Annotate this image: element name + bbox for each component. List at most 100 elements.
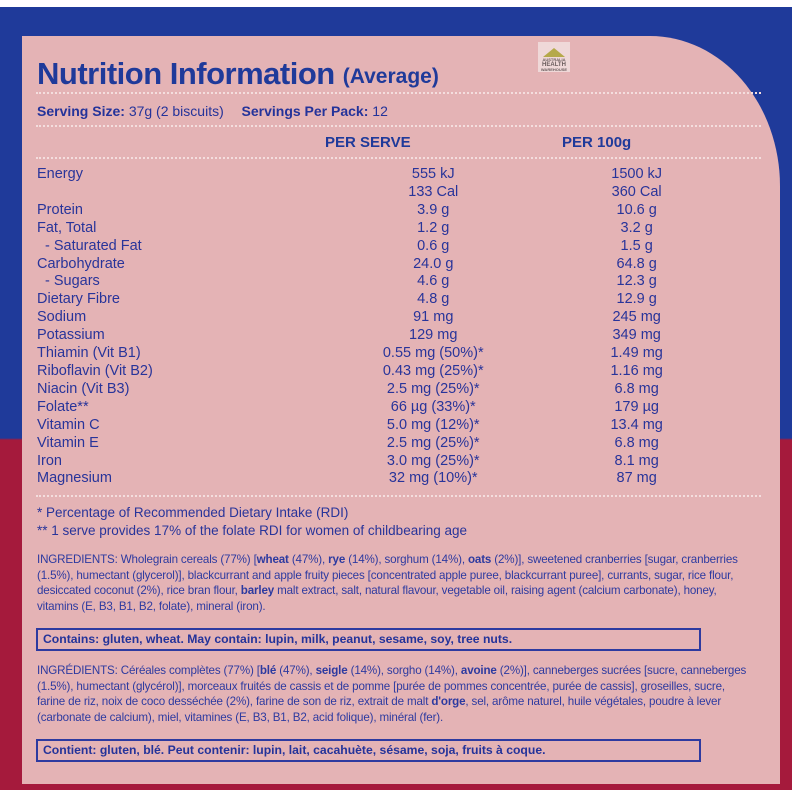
page-title: Nutrition Information [37, 56, 335, 91]
allergen-statement-english: Contains: gluten, wheat. May contain: lu… [36, 628, 701, 651]
nutrition-panel: Nutrition Information (Average) AUSTRALI… [22, 36, 780, 784]
retailer-logo: AUSTRALIA HEALTH WAREHOUSE [538, 42, 570, 72]
nutrient-per-serve: 3.0 mg (25%)* [386, 452, 480, 469]
nutrient-name: Thiamin (Vit B1) [37, 345, 141, 362]
nutrient-name: - Sugars [45, 273, 100, 290]
nutrient-name: Carbohydrate [37, 255, 125, 272]
nutrient-per-100g: 1.49 mg [610, 345, 663, 362]
nutrient-per-100g: 12.9 g [616, 291, 657, 308]
nutrient-name: Magnesium [37, 470, 112, 487]
ingredient-text: (2%)], canneberges sucrées [sucre, canne… [37, 664, 747, 708]
logo-line-1: AUSTRALIA [542, 57, 566, 62]
ingredient-text: (14%), sorghum (14%), [345, 553, 468, 566]
nutrient-per-serve: 32 mg (10%)* [388, 470, 478, 487]
allergen-word: d'orge [431, 695, 466, 708]
nutrient-per-100g: 10.6 g [616, 201, 657, 218]
ingredients-french: INGRÉDIENTS: Céréales complètes (77%) [b… [37, 663, 752, 725]
nutrient-per-serve: 3.9 g [417, 201, 450, 218]
nutrient-per-serve: 1.2 g [417, 219, 450, 236]
nutrient-per-100g: 1.16 mg [610, 362, 663, 379]
nutrient-name: Riboflavin (Vit B2) [37, 362, 153, 379]
ingredient-text: malt extract, salt, natural flavour, veg… [37, 584, 717, 613]
column-header-per-100g: PER 100g [562, 134, 632, 151]
nutrient-row: - Sugars 4.6 g 12.3 g [37, 273, 737, 291]
ingredient-text: INGREDIENTS: Wholegrain cereals (77%) [ [37, 553, 257, 566]
nutrient-name: Niacin (Vit B3) [37, 380, 130, 397]
nutrient-per-serve: 0.55 mg (50%)* [382, 345, 484, 362]
nutrient-name: Energy [37, 166, 83, 182]
allergen-word: wheat [256, 553, 289, 566]
nutrient-per-serve: 66 µg (33%)* [390, 398, 476, 415]
title-suffix: (Average) [342, 65, 439, 88]
nutrient-per-100g: 1500 kJ [611, 166, 663, 182]
nutrient-row: Vitamin E 2.5 mg (25%)* 6.8 mg [37, 435, 737, 453]
ingredient-text: (47%), [276, 664, 316, 677]
nutrient-name: Vitamin E [37, 434, 99, 451]
nutrient-row: Energy 555 kJ 1500 kJ [37, 166, 737, 184]
column-header-per-serve: PER SERVE [325, 134, 411, 151]
serving-size-label: Serving Size: [37, 103, 125, 119]
nutrient-row: 133 Cal 360 Cal [37, 184, 737, 202]
logo-line-3: WAREHOUSE [540, 67, 568, 72]
allergen-word: seigle [315, 664, 348, 677]
nutrient-row: Vitamin C 5.0 mg (12%)* 13.4 mg [37, 417, 737, 435]
nutrient-per-100g: 360 Cal [611, 183, 662, 200]
nutrient-name: Sodium [37, 309, 87, 326]
dotted-divider [36, 92, 761, 94]
title-row: Nutrition Information (Average) [37, 56, 439, 92]
nutrient-per-serve: 133 Cal [408, 183, 459, 200]
nutrient-name: Protein [37, 201, 83, 218]
nutrient-row: Carbohydrate 24.0 g 64.8 g [37, 256, 737, 274]
nutrition-table: Energy 555 kJ 1500 kJ 133 Cal 360 Cal Protein… [37, 166, 737, 488]
nutrient-row: Thiamin (Vit B1) 0.55 mg (50%)* 1.49 mg [37, 345, 737, 363]
nutrient-row: Sodium 91 mg 245 mg [37, 309, 737, 327]
nutrient-per-serve: 4.6 g [417, 273, 450, 290]
nutrient-row: Niacin (Vit B3) 2.5 mg (25%)* 6.8 mg [37, 381, 737, 399]
nutrient-row: - Saturated Fat 0.6 g 1.5 g [37, 238, 737, 256]
nutrient-per-serve: 24.0 g [413, 255, 454, 272]
ingredient-text: (47%), [288, 553, 329, 566]
dotted-divider [36, 125, 761, 127]
allergen-statement-french: Contient: gluten, blé. Peut contenir: lu… [36, 739, 701, 762]
servings-per-pack-label: Servings Per Pack: [241, 103, 369, 119]
logo-line-2: HEALTH [542, 62, 566, 68]
serving-info: Serving Size: 37g (2 biscuits) Servings … [37, 103, 388, 119]
dotted-divider [36, 495, 761, 497]
nutrient-per-100g: 349 mg [612, 327, 661, 344]
nutrient-per-100g: 3.2 g [620, 219, 653, 236]
nutrient-name: Vitamin C [37, 416, 100, 433]
nutrient-name: Folate** [37, 398, 89, 415]
dotted-divider [36, 157, 761, 159]
nutrient-per-serve: 2.5 mg (25%)* [386, 380, 480, 397]
nutrient-per-serve: 555 kJ [411, 166, 455, 182]
footnote-rdi: * Percentage of Recommended Dietary Inta… [37, 505, 349, 520]
nutrient-per-serve: 0.43 mg (25%)* [382, 362, 484, 379]
nutrient-per-100g: 87 mg [616, 470, 657, 487]
serving-size-value: 37g (2 biscuits) [128, 103, 224, 119]
allergen-word: rye [328, 553, 346, 566]
nutrient-row: Magnesium 32 mg (10%)* 87 mg [37, 470, 737, 488]
nutrient-per-100g: 13.4 mg [610, 416, 663, 433]
allergen-word: oats [467, 553, 492, 566]
nutrient-name: Fat, Total [37, 219, 97, 236]
nutrient-per-100g: 179 µg [614, 398, 659, 415]
nutrient-row: Dietary Fibre 4.8 g 12.9 g [37, 291, 737, 309]
nutrient-per-100g: 245 mg [612, 309, 661, 326]
nutrient-row: Riboflavin (Vit B2) 0.43 mg (25%)* 1.16 mg [37, 363, 737, 381]
nutrient-row: Fat, Total 1.2 g 3.2 g [37, 220, 737, 238]
nutrient-per-serve: 91 mg [413, 309, 454, 326]
nutrient-per-serve: 129 mg [409, 327, 458, 344]
nutrient-per-serve: 0.6 g [417, 237, 450, 254]
nutrient-name: Iron [37, 452, 62, 469]
ingredient-text: , sel, arôme naturel, huile végétales, p… [37, 695, 722, 724]
ingredient-text: INGRÉDIENTS: Céréales complètes (77%) [ [37, 664, 260, 677]
nutrient-row: Potassium 129 mg 349 mg [37, 327, 737, 345]
nutrient-per-100g: 12.3 g [616, 273, 657, 290]
nutrient-per-100g: 6.8 mg [614, 380, 659, 397]
nutrient-per-serve: 2.5 mg (25%)* [386, 434, 480, 451]
roof-logo-icon [543, 48, 565, 57]
footnotes: * Percentage of Recommended Dietary Inta… [37, 504, 467, 540]
ingredient-text: (14%), sorgho (14%), [347, 664, 461, 677]
nutrient-name: Potassium [37, 327, 105, 344]
nutrient-row: Folate** 66 µg (33%)* 179 µg [37, 399, 737, 417]
